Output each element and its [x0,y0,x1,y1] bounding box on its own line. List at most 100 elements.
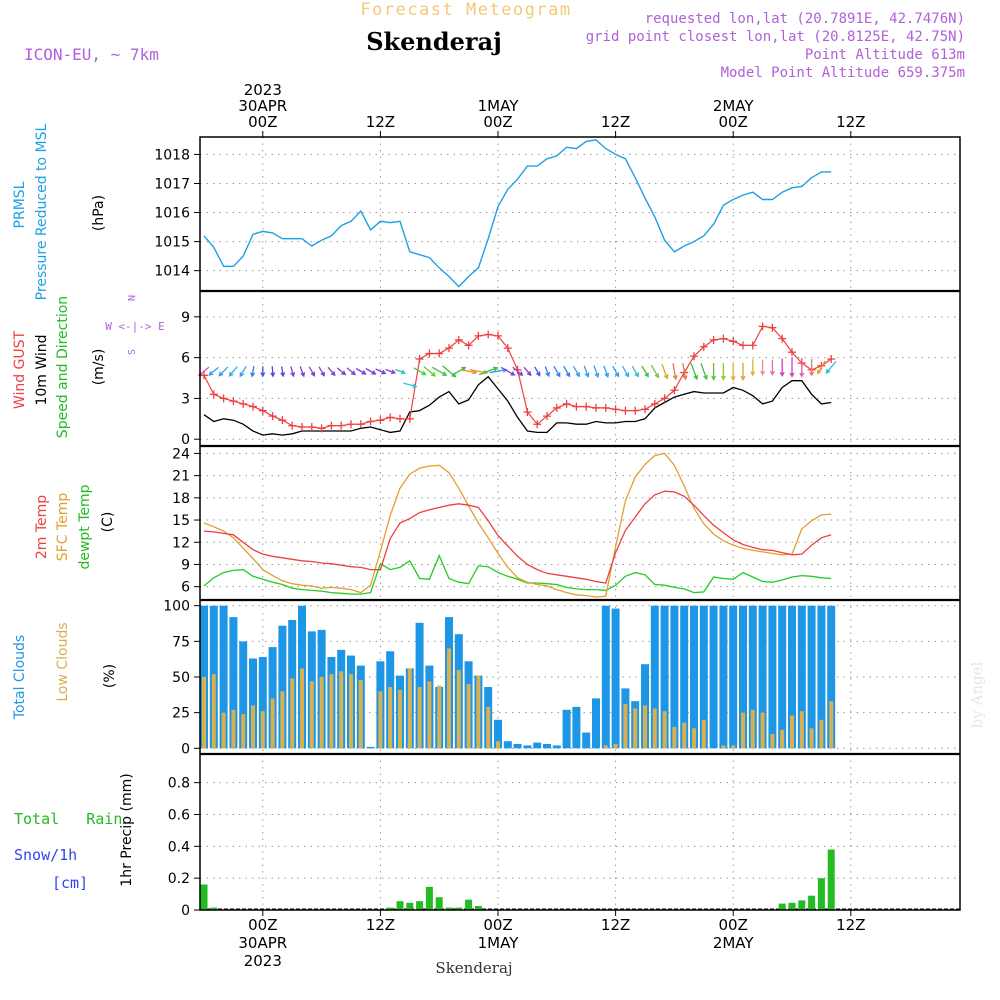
bottom-tick-label: 00Z [719,916,748,934]
low-cloud-bar [623,704,628,749]
precip-y-axis: 0 0.2 0.4 0.6 0.8 [168,776,200,919]
low-cloud-bar [221,712,226,749]
wind-arrow [512,366,524,377]
compass-north: N [127,295,138,301]
rain-bar [808,895,816,910]
total-cloud-bar [650,605,659,749]
cloud-bars [200,605,836,749]
low-cloud-bar [407,668,412,749]
wind-arrow [280,366,286,378]
gust-marker [396,414,404,423]
gust-marker [543,412,551,421]
y-tick-label: 18 [172,491,190,507]
wind-arrow [478,366,499,376]
gust-marker [366,417,375,426]
rain-bar [455,907,463,910]
wind-arrow [650,364,659,379]
low-cloud-bar [456,669,461,749]
y-tick-label: 3 [181,391,190,407]
wind-y-axis: 0 3 6 9 [181,310,200,448]
low-cloud-bar [339,671,344,749]
wind-arrow [413,367,427,376]
low-cloud-bar [280,691,285,749]
temperature-panel: 6 9 12 15 18 21 24 2m Temp SFC Temp dewpt Temp… [34,446,960,600]
gust-marker [768,323,777,332]
low-cloud-bar [652,708,657,749]
wind-arrow [553,365,561,378]
forecast-subtitle: Forecast Meteogram [360,0,571,20]
wind-arrow [318,366,325,377]
low-cloud-bar [231,709,236,749]
wind-speed-label: 10m Wind [34,334,50,405]
rain-bar [435,897,443,910]
gust-marker [788,348,796,357]
wind-arrow [403,382,418,389]
gust-marker [592,403,600,412]
wind-arrow [730,362,736,382]
pressure-panel: 1014 1015 1016 1017 1018 PRMSL Pressure Redu… [12,123,960,300]
low-cloud-bar [398,689,402,749]
gust-marker [650,399,659,408]
low-cloud-bar [799,711,804,749]
total-cloud-bar [258,657,267,749]
y-tick-label: 0 [181,903,190,919]
gust-marker [690,352,698,361]
total-rain-label: Total Rain [14,810,122,828]
bottom-tick-label: 30APR [238,934,287,952]
total-cloud-bar [748,605,757,749]
gust-marker [601,403,610,412]
clouds-panel: 0 25 50 75 100 Total Clouds Low Clouds (%) [12,599,960,757]
bottom-tick-label: 1MAY [478,934,520,952]
gust-marker [376,416,385,425]
y-tick-label: 24 [172,446,190,462]
top-tick-label: 00Z [719,113,748,131]
gust-marker [729,337,738,346]
y-tick-label: 9 [181,310,190,326]
wind-direction-label: Speed and Direction [55,296,71,438]
y-tick-label: 50 [172,670,190,686]
point-altitude: Point Altitude 613m [805,47,965,63]
total-clouds-label: Total Clouds [12,635,28,720]
wind-arrow [336,367,347,376]
rain-bar [386,907,394,910]
wind-arrow [208,366,219,376]
low-cloud-bar [270,698,275,749]
snow-label: Snow/1h [14,846,77,864]
total-cloud-bar [523,745,532,749]
rain-bar [474,906,482,910]
low-cloud-bar [319,677,324,749]
rain-bars [200,849,960,910]
pressure-unit: (hPa) [91,195,107,231]
total-cloud-bar [219,605,228,749]
low-cloud-bar [692,728,696,749]
top-tick-label: 00Z [483,113,512,131]
bottom-tick-label: 12Z [601,916,630,934]
y-tick-label: 100 [163,599,190,615]
wind-arrow [270,366,276,378]
snow-unit-label: [cm] [52,874,88,892]
dewpt-temp-label: dewpt Temp [77,484,93,569]
top-tick-label: 12Z [366,113,395,131]
wind-unit: (m/s) [91,349,107,386]
wind-arrow [661,363,669,380]
wind-arrow [299,366,306,378]
low-cloud-bar [701,719,706,749]
low-cloud-bar [496,741,500,749]
wind-gust-label: Wind GUST [12,330,28,409]
wind-arrow [682,363,688,381]
gust-marker [562,399,571,408]
surface-temp-line [203,452,832,598]
wind-arrow [346,367,357,376]
gust-marker [572,402,581,411]
watermark: by Angel [968,661,986,728]
sfc-temp-label: SFC Temp [55,493,71,562]
rain-bar [465,899,473,910]
gust-marker [817,361,826,370]
wind-arrow [720,363,726,381]
model-altitude: Model Point Altitude 659.375m [721,65,965,81]
bottom-tick-label: 12Z [836,916,865,934]
total-cloud-bar [778,605,787,749]
total-cloud-bar [827,605,836,749]
wind-arrow [750,359,756,377]
y-tick-label: 21 [172,469,190,485]
